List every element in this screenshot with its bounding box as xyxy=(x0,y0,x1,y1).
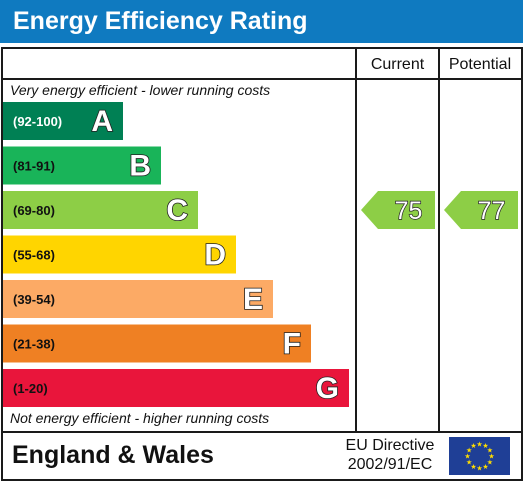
eu-star-icon: ★ xyxy=(470,442,476,450)
eu-flag-icon: ★ ★ ★ ★ ★ ★ ★ ★ ★ ★ ★ ★ xyxy=(449,437,510,475)
band-range-g: (1-20) xyxy=(13,381,48,396)
footer-country: England & Wales xyxy=(12,441,214,469)
divider-potential xyxy=(438,47,440,433)
band-range-a: (92-100) xyxy=(13,114,62,129)
band-g xyxy=(3,369,349,407)
divider-footer xyxy=(1,431,521,433)
band-c xyxy=(3,191,198,229)
column-header-current: Current xyxy=(370,56,425,73)
eu-directive-line1: EU Directive xyxy=(345,437,435,454)
divider-header xyxy=(1,78,521,80)
band-letter-b: B xyxy=(129,150,151,183)
band-letter-a: A xyxy=(91,105,113,138)
column-header-potential: Potential xyxy=(448,56,512,73)
potential-rating-arrow xyxy=(444,191,518,229)
eu-star-icon: ★ xyxy=(476,465,482,473)
eu-star-icon: ★ xyxy=(470,463,476,471)
note-top: Very energy efficient - lower running co… xyxy=(10,82,271,98)
current-rating-value: 75 xyxy=(395,197,423,225)
divider-current xyxy=(355,47,357,433)
rating-frame xyxy=(1,47,523,481)
eu-star-icon: ★ xyxy=(487,459,493,467)
current-rating-arrow xyxy=(361,191,435,229)
band-letter-f: F xyxy=(283,328,301,361)
band-f xyxy=(3,324,311,363)
note-bottom: Not energy efficient - higher running co… xyxy=(10,410,270,426)
band-a xyxy=(3,102,123,140)
eu-star-icon: ★ xyxy=(476,441,482,449)
band-range-d: (55-68) xyxy=(13,248,55,263)
eu-directive: EU Directive 2002/91/EC xyxy=(340,436,440,474)
potential-rating-value: 77 xyxy=(478,197,506,225)
eu-star-icon: ★ xyxy=(487,447,493,455)
band-range-f: (21-38) xyxy=(13,337,55,352)
band-d xyxy=(3,235,236,274)
band-letter-e: E xyxy=(243,283,263,316)
page-title: Energy Efficiency Rating xyxy=(13,7,308,35)
band-range-b: (81-91) xyxy=(13,159,55,174)
header-bar: Energy Efficiency Rating xyxy=(0,0,523,43)
eu-star-icon: ★ xyxy=(482,442,488,450)
eu-star-icon: ★ xyxy=(464,453,470,461)
band-letter-g: G xyxy=(316,372,339,405)
band-range-e: (39-54) xyxy=(13,292,55,307)
eu-directive-line2: 2002/91/EC xyxy=(347,456,433,473)
eu-star-icon: ★ xyxy=(482,463,488,471)
band-b xyxy=(3,146,161,185)
band-letter-d: D xyxy=(204,239,226,272)
band-range-c: (69-80) xyxy=(13,203,55,218)
band-letter-c: C xyxy=(166,194,188,227)
eu-star-icon: ★ xyxy=(488,453,494,461)
eu-star-icon: ★ xyxy=(466,447,472,455)
band-e xyxy=(3,280,273,318)
eu-star-icon: ★ xyxy=(466,459,472,467)
